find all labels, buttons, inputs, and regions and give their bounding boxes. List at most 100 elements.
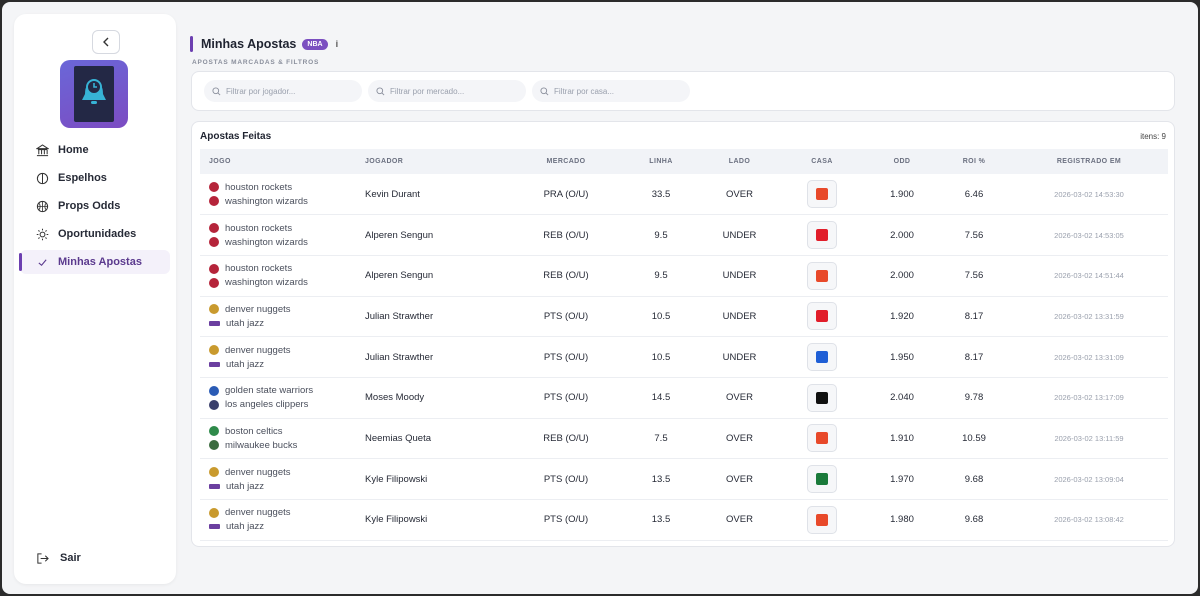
sidebar-item-oportunidades[interactable]: Oportunidades xyxy=(20,222,170,246)
logout-button[interactable]: Sair xyxy=(34,548,81,568)
bank-icon xyxy=(34,142,50,158)
info-icon[interactable]: i xyxy=(335,39,339,49)
sidebar-item-label: Props Odds xyxy=(58,200,121,212)
team-logo-icon xyxy=(209,237,219,248)
sportsbook-badge[interactable] xyxy=(807,302,837,331)
away-team: milwaukee bucks xyxy=(225,439,298,451)
table-row[interactable]: boston celtics milwaukee bucks Neemias Que… xyxy=(200,418,1168,460)
mirror-icon xyxy=(34,170,50,186)
column-header[interactable]: REGISTRADO EM xyxy=(1056,158,1122,165)
title-accent-bar xyxy=(190,36,193,52)
book-filter xyxy=(532,80,690,102)
logout-icon xyxy=(34,550,50,566)
roi-cell: 7.56 xyxy=(938,214,1010,256)
sportsbook-badge[interactable] xyxy=(807,180,837,209)
sidebar-item-home[interactable]: Home xyxy=(20,138,170,162)
table-row[interactable]: denver nuggets utah jazz Kyle Filipowski PT… xyxy=(200,458,1168,500)
market-cell: REB (O/U) xyxy=(511,418,621,460)
column-header[interactable]: JOGADOR xyxy=(365,158,404,165)
market-cell: PRA (O/U) xyxy=(511,174,621,216)
check-icon xyxy=(34,254,50,270)
table-row[interactable]: denver nuggets utah jazz Julian Strawther P… xyxy=(200,296,1168,338)
team-logo-icon xyxy=(209,361,220,367)
game-cell: denver nuggets utah jazz xyxy=(200,458,361,500)
book-cell xyxy=(778,255,866,297)
sidebar-item-espelhos[interactable]: Espelhos xyxy=(20,166,170,190)
odd-cell: 2.040 xyxy=(866,377,938,419)
sun-icon xyxy=(34,226,50,242)
market-filter-input[interactable] xyxy=(390,86,520,96)
game-cell: denver nuggets utah jazz xyxy=(200,499,361,541)
game-cell: denver nuggets utah jazz xyxy=(200,296,361,338)
collapse-sidebar-button[interactable] xyxy=(92,30,120,54)
column-header[interactable]: CASA xyxy=(811,158,833,165)
player-cell: Neemias Queta xyxy=(361,418,511,460)
sportsbook-badge[interactable] xyxy=(807,383,837,412)
table-row[interactable]: denver nuggets utah jazz Kyle Filipowski PT… xyxy=(200,499,1168,541)
team-logo-icon xyxy=(209,385,219,396)
market-cell: PTS (O/U) xyxy=(511,458,621,500)
team-logo-icon xyxy=(209,524,220,530)
team-logo-icon xyxy=(209,345,219,356)
line-cell: 14.5 xyxy=(621,377,701,419)
sportsbook-badge[interactable] xyxy=(807,424,837,453)
logout-label: Sair xyxy=(60,552,81,564)
odd-cell: 1.900 xyxy=(866,174,938,216)
column-header[interactable]: JOGO xyxy=(209,158,231,165)
registered-at-cell: 2026-03-02 13:31:59 xyxy=(1010,296,1168,338)
sidebar-item-props-odds[interactable]: Props Odds xyxy=(20,194,170,218)
table-row[interactable]: houston rockets washington wizards Kevin D… xyxy=(200,174,1168,216)
market-filter xyxy=(368,80,526,102)
side-cell: UNDER xyxy=(701,214,778,256)
column-header[interactable]: LADO xyxy=(728,158,751,165)
home-team: houston rockets xyxy=(225,181,293,193)
search-icon xyxy=(540,86,549,95)
sportsbook-badge[interactable] xyxy=(807,505,837,534)
player-cell: Kyle Filipowski xyxy=(361,458,511,500)
basketball-icon xyxy=(34,198,50,214)
sportsbook-badge[interactable] xyxy=(807,261,837,290)
team-logo-icon xyxy=(209,304,219,315)
registered-at-cell: 2026-03-02 13:17:09 xyxy=(1010,377,1168,419)
table-row[interactable]: denver nuggets utah jazz Julian Strawther P… xyxy=(200,336,1168,378)
book-cell xyxy=(778,214,866,256)
book-filter-input[interactable] xyxy=(554,86,684,96)
player-cell: Kyle Filipowski xyxy=(361,499,511,541)
sportsbook-badge[interactable] xyxy=(807,465,837,494)
side-cell: OVER xyxy=(701,499,778,541)
column-header[interactable]: LINHA xyxy=(649,158,673,165)
side-cell: OVER xyxy=(701,377,778,419)
sidebar-item-label: Minhas Apostas xyxy=(58,256,142,268)
team-logo-icon xyxy=(209,182,219,193)
sportsbook-badge[interactable] xyxy=(807,343,837,372)
column-header[interactable]: ODD xyxy=(893,158,911,165)
side-cell: OVER xyxy=(701,174,778,216)
column-header[interactable]: MERCADO xyxy=(546,158,586,165)
home-team: houston rockets xyxy=(225,222,293,234)
column-header[interactable]: ROI % xyxy=(962,158,986,165)
sidebar-item-minhas-apostas[interactable]: Minhas Apostas xyxy=(19,250,170,274)
search-icon xyxy=(376,86,385,95)
sportsbook-badge[interactable] xyxy=(807,221,837,250)
team-logo-icon xyxy=(209,440,219,451)
book-cell xyxy=(778,174,866,216)
market-cell: REB (O/U) xyxy=(511,255,621,297)
line-cell: 9.5 xyxy=(621,214,701,256)
table-row[interactable]: houston rockets washington wizards Alperen… xyxy=(200,214,1168,256)
home-team: denver nuggets xyxy=(225,507,291,519)
team-logo-icon xyxy=(209,223,219,234)
book-cell xyxy=(778,458,866,500)
player-filter-input[interactable] xyxy=(226,86,356,96)
home-team: boston celtics xyxy=(225,425,283,437)
away-team: washington wizards xyxy=(225,195,308,207)
table-row[interactable]: houston rockets washington wizards Alperen… xyxy=(200,255,1168,297)
sportsbook-logo-icon xyxy=(816,188,828,201)
table-row[interactable]: golden state warriors los angeles clipper… xyxy=(200,377,1168,419)
search-icon xyxy=(212,86,221,95)
registered-at-cell: 2026-03-02 14:53:05 xyxy=(1010,214,1168,256)
home-team: houston rockets xyxy=(225,263,293,275)
away-team: utah jazz xyxy=(226,358,265,370)
side-cell: OVER xyxy=(701,418,778,460)
book-cell xyxy=(778,499,866,541)
